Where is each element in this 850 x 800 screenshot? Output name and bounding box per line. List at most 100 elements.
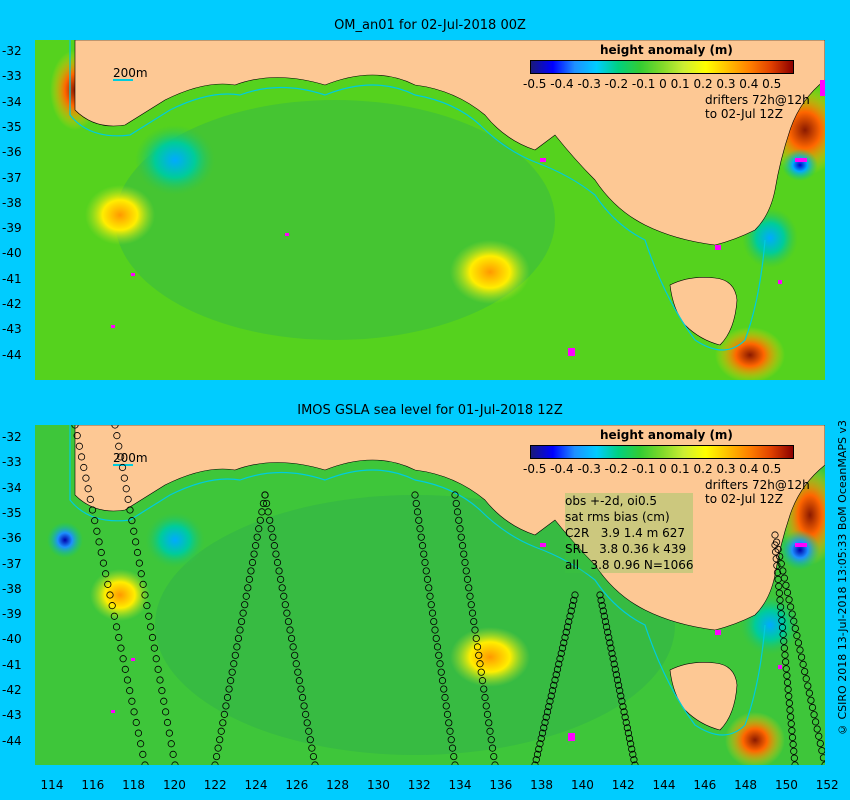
- y-tick-label: -34: [2, 94, 22, 109]
- stats-line: SRL 3.8 0.36 k 439: [565, 542, 687, 556]
- satellite-obs-marker: [141, 591, 149, 599]
- satellite-obs-marker: [571, 591, 579, 599]
- satellite-obs-marker: [790, 754, 798, 762]
- anticyclonic-eddy: [85, 185, 155, 245]
- satellite-obs-marker: [538, 729, 547, 737]
- anticyclonic-eddy: [450, 627, 530, 687]
- satellite-obs-marker: [416, 525, 424, 533]
- satellite-obs-marker: [453, 508, 462, 516]
- satellite-obs-marker: [247, 567, 255, 575]
- top-map-svg: [35, 40, 825, 380]
- satellite-obs-marker: [600, 612, 608, 620]
- satellite-obs-marker: [556, 655, 564, 663]
- y-tick-label: -35: [2, 505, 22, 520]
- satellite-obs-marker: [628, 745, 636, 753]
- satellite-obs-marker: [785, 699, 793, 707]
- satellite-obs-marker: [771, 541, 779, 549]
- satellite-obs-marker: [456, 525, 464, 533]
- satellite-obs-marker: [779, 630, 787, 638]
- drifter-track: [795, 158, 807, 162]
- satellite-obs-marker: [789, 740, 797, 748]
- satellite-obs-marker: [302, 710, 310, 718]
- satellite-obs-marker: [445, 719, 453, 727]
- satellite-obs-marker: [261, 491, 269, 499]
- drifter-tracks: [111, 80, 825, 356]
- drifter-track: [715, 630, 721, 635]
- top-panel-title: OM_an01 for 02-Jul-2018 00Z: [334, 18, 526, 33]
- x-tick-label: 148: [734, 778, 758, 792]
- satellite-obs-marker: [95, 538, 103, 546]
- satellite-obs-marker: [455, 516, 463, 524]
- bottom-panel-title: IMOS GSLA sea level for 01-Jul-2018 12Z: [297, 403, 563, 418]
- satellite-obs-marker: [219, 719, 227, 727]
- satellite-obs-marker: [621, 713, 629, 721]
- satellite-obs-marker: [482, 702, 490, 710]
- satellite-stats: obs +-2d, oi0.5 sat rms bias (cm) C2R 3.9 …: [565, 493, 694, 573]
- satellite-obs-marker: [596, 591, 604, 599]
- x-tick-label: 134: [448, 778, 472, 792]
- satellite-obs-marker: [212, 752, 221, 761]
- credit-text: © CSIRO 2018 13-Jul-2018 13:05:33 BoM Oc…: [836, 420, 849, 736]
- satellite-obs-marker: [775, 589, 783, 597]
- satellite-obs-marker: [126, 687, 134, 695]
- y-tick-label: -42: [2, 297, 22, 311]
- satellite-obs-marker: [266, 516, 274, 524]
- satellite-obs-marker: [604, 628, 612, 636]
- isobath-label: 200m: [113, 66, 148, 80]
- x-tick-label: 152: [815, 778, 839, 792]
- satellite-obs-marker: [262, 499, 271, 508]
- x-tick-label: 122: [203, 778, 227, 792]
- y-tick-label: -36: [2, 531, 22, 546]
- satellite-obs-marker: [413, 508, 422, 516]
- satellite-obs-marker: [216, 736, 224, 744]
- satellite-obs-marker: [245, 575, 253, 583]
- satellite-obs-marker: [557, 649, 565, 658]
- satellite-obs-marker: [613, 676, 622, 684]
- satellite-obs-marker: [298, 693, 307, 702]
- satellite-obs-marker: [300, 702, 308, 710]
- satellite-obs-marker: [275, 567, 283, 575]
- satellite-obs-marker: [119, 655, 127, 663]
- warm-eddy: [725, 712, 785, 765]
- satellite-obs-marker: [443, 710, 452, 718]
- satellite-obs-marker: [785, 596, 793, 604]
- satellite-obs-marker: [423, 575, 432, 583]
- satellite-obs-marker: [537, 734, 545, 743]
- satellite-obs-marker: [532, 756, 540, 764]
- satellite-obs-marker: [783, 672, 791, 680]
- satellite-obs-marker: [553, 665, 562, 673]
- satellite-obs-marker: [269, 533, 277, 541]
- satellite-obs-marker: [417, 533, 425, 541]
- satellite-obs-marker: [77, 453, 86, 461]
- australia-mainland: [74, 40, 825, 246]
- satellite-obs-marker: [471, 626, 479, 634]
- satellite-obs-marker: [421, 558, 429, 567]
- satellite-obs-marker: [616, 687, 624, 695]
- satellite-obs-marker: [807, 696, 815, 704]
- stats-line: sat rms bias (cm): [565, 510, 670, 524]
- satellite-obs-marker: [111, 425, 119, 429]
- satellite-obs-marker: [623, 724, 631, 732]
- satellite-obs-marker: [108, 602, 116, 610]
- x-tick-label: 124: [244, 778, 268, 792]
- satellite-obs-marker: [470, 617, 478, 626]
- satellite-obs-marker: [447, 736, 455, 744]
- satellite-obs-marker: [123, 676, 132, 684]
- ocean-anomaly-patch: [115, 100, 555, 340]
- satellite-obs-marker: [772, 555, 780, 563]
- satellite-obs-marker: [630, 756, 638, 764]
- satellite-obs-marker: [546, 697, 554, 705]
- satellite-obs-marker: [84, 485, 92, 493]
- satellite-obs-marker: [250, 550, 258, 558]
- y-tick-label: -34: [2, 480, 22, 495]
- satellite-obs-marker: [305, 727, 313, 735]
- satellite-obs-marker: [121, 665, 129, 673]
- stats-line: obs +-2d, oi0.5: [565, 494, 658, 508]
- satellite-obs-marker: [130, 527, 138, 535]
- satellite-obs-marker: [253, 533, 261, 541]
- drifter-track: [540, 158, 546, 162]
- drifter-track: [778, 665, 782, 669]
- colorbar: [530, 60, 794, 74]
- satellite-obs-marker: [431, 626, 439, 634]
- satellite-obs-marker: [309, 752, 318, 761]
